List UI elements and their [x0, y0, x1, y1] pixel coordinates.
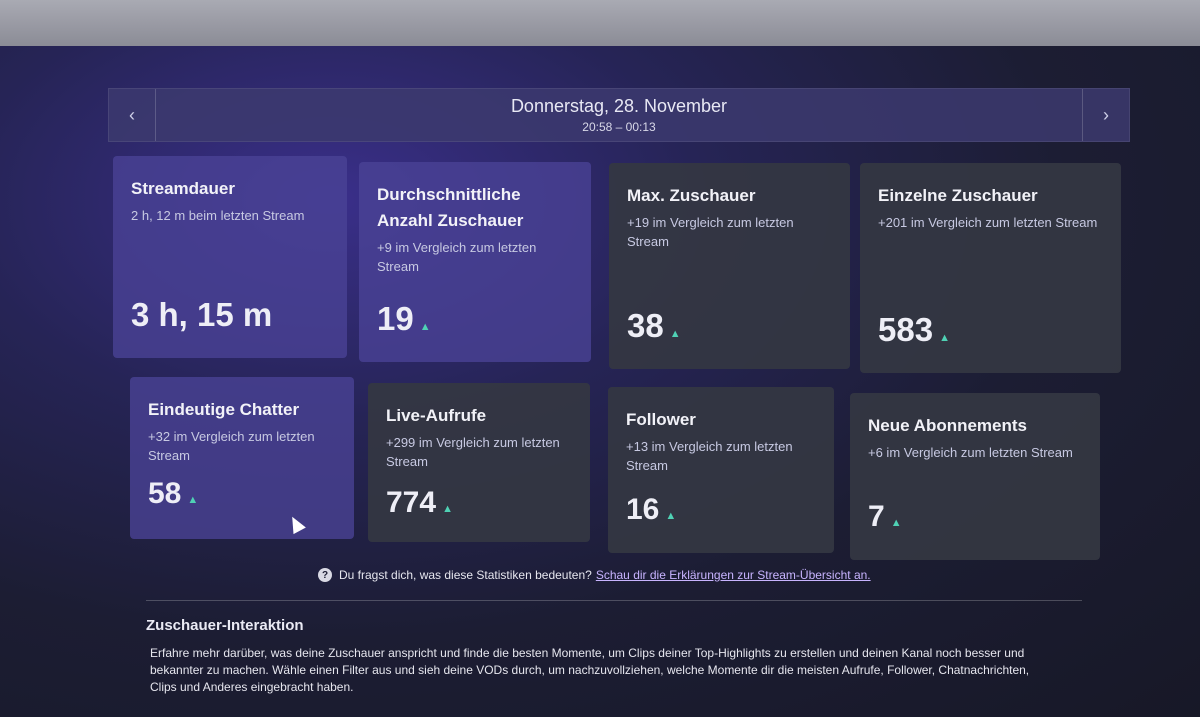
help-question: Du fragst dich, was diese Statistiken be…	[339, 568, 592, 582]
card-title: Eindeutige Chatter	[148, 400, 300, 419]
stat-card-followers: Follower +13 im Vergleich zum letzten St…	[608, 387, 834, 553]
card-title: Max. Zuschauer	[627, 186, 756, 205]
card-title: Streamdauer	[131, 179, 235, 198]
card-title: Live-Aufrufe	[386, 406, 487, 425]
card-value: 19 ▲	[377, 300, 431, 338]
card-comparison: +6 im Vergleich zum letzten Stream	[868, 445, 1073, 460]
trend-up-icon: ▲	[939, 332, 950, 344]
stream-date: Donnerstag, 28. November	[510, 96, 728, 116]
stream-time-range: 20:58 – 00:13	[582, 120, 656, 134]
date-display: Donnerstag, 28. November 20:58 – 00:13	[156, 89, 1082, 141]
card-value: 7 ▲	[868, 500, 902, 534]
date-navigator: ‹ Donnerstag, 28. November 20:58 – 00:13…	[108, 88, 1130, 142]
section-title: Zuschauer-Interaktion	[146, 617, 304, 634]
card-comparison: +13 im Vergleich zum letzten Stream	[626, 439, 793, 473]
stat-card-new-subscriptions: Neue Abonnements +6 im Vergleich zum let…	[850, 393, 1100, 560]
trend-up-icon: ▲	[665, 510, 677, 522]
chevron-left-icon: ‹	[129, 104, 135, 125]
stream-overview-explanation-link[interactable]: Schau dir die Erklärungen zur Stream-Übe…	[595, 568, 871, 582]
trend-up-icon: ▲	[442, 503, 453, 515]
stat-card-unique-chatters: Eindeutige Chatter +32 im Vergleich zum …	[130, 377, 354, 539]
stat-card-unique-viewers: Einzelne Zuschauer +201 im Vergleich zum…	[860, 163, 1121, 373]
card-title: Einzelne Zuschauer	[878, 186, 1038, 205]
card-value-text: 58	[148, 477, 182, 510]
card-value: 58 ▲	[148, 477, 198, 511]
stat-card-live-views: Live-Aufrufe +299 im Vergleich zum letzt…	[368, 383, 590, 542]
trend-up-icon: ▲	[890, 517, 902, 529]
previous-stream-button[interactable]: ‹	[109, 89, 156, 141]
card-comparison: +19 im Vergleich zum letzten Stream	[627, 215, 794, 249]
card-title: Neue Abonnements	[868, 416, 1028, 435]
card-value-text: 3 h, 15 m	[131, 296, 273, 333]
stat-card-max-viewers: Max. Zuschauer +19 im Vergleich zum letz…	[609, 163, 850, 369]
stat-card-average-viewers: Durchschnittliche Anzahl Zuschauer +9 im…	[359, 162, 591, 362]
trend-up-icon: ▲	[187, 494, 199, 506]
card-value: 583 ▲	[878, 311, 950, 349]
card-value: 774 ▲	[386, 486, 453, 520]
card-comparison: +32 im Vergleich zum letzten Stream	[148, 429, 315, 463]
trend-up-icon: ▲	[669, 328, 681, 340]
card-value-text: 774	[386, 486, 437, 519]
section-divider	[146, 600, 1082, 601]
next-stream-button[interactable]: ›	[1082, 89, 1129, 141]
section-description: Erfahre mehr darüber, was deine Zuschaue…	[150, 646, 1030, 694]
stat-card-stream-duration: Streamdauer 2 h, 12 m beim letzten Strea…	[113, 156, 347, 358]
card-value: 3 h, 15 m	[131, 296, 272, 334]
card-value: 16 ▲	[626, 493, 676, 527]
card-value-text: 19	[377, 300, 414, 337]
card-value-text: 583	[878, 311, 934, 348]
card-comparison: +201 im Vergleich zum letzten Stream	[878, 215, 1098, 230]
card-value-text: 16	[626, 493, 660, 526]
chevron-right-icon: ›	[1103, 104, 1109, 125]
card-title: Follower	[626, 410, 696, 429]
trend-up-icon: ▲	[419, 321, 431, 333]
card-value-text: 38	[627, 307, 664, 344]
stats-help: ? Du fragst dich, was diese Statistiken …	[318, 568, 871, 582]
card-value-text: 7	[868, 500, 885, 533]
card-comparison: 2 h, 12 m beim letzten Stream	[131, 208, 305, 223]
card-title: Durchschnittliche Anzahl Zuschauer	[377, 185, 524, 230]
card-value: 38 ▲	[627, 307, 681, 345]
help-circle-icon: ?	[318, 568, 332, 582]
monitor-bezel	[0, 0, 1200, 46]
card-comparison: +9 im Vergleich zum letzten Stream	[377, 240, 537, 274]
card-comparison: +299 im Vergleich zum letzten Stream	[386, 435, 560, 469]
